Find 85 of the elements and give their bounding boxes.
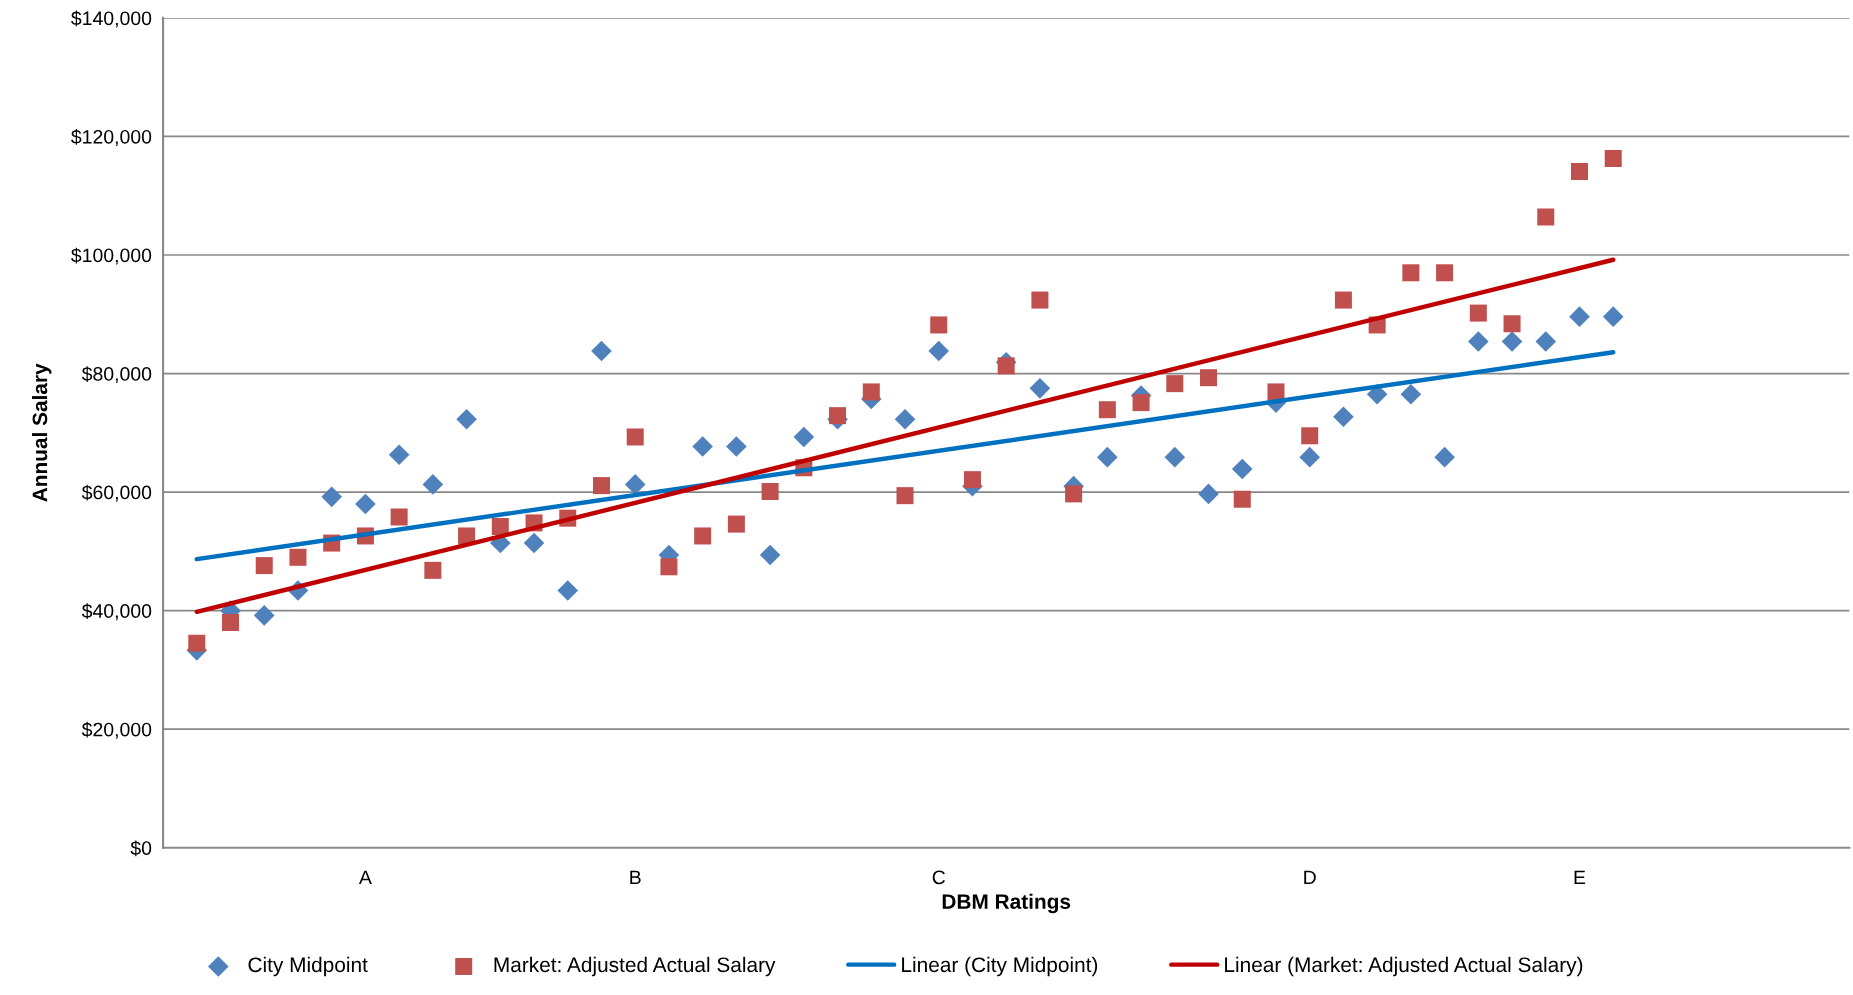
- point: [1602, 306, 1624, 327]
- y-tick-label: $120,000: [71, 129, 152, 146]
- point: [1469, 304, 1487, 322]
- y-tick-label: $100,000: [71, 247, 152, 265]
- x-tick-label: E: [1574, 870, 1586, 885]
- point: [1434, 446, 1455, 468]
- point: [1436, 264, 1454, 282]
- x-axis-title: DBM Ratings: [942, 893, 1071, 914]
- point: [761, 483, 779, 501]
- point: [1535, 331, 1557, 352]
- point: [321, 486, 342, 508]
- point: [930, 316, 948, 334]
- point: [1333, 406, 1354, 428]
- point: [289, 548, 307, 566]
- point: [355, 493, 376, 515]
- legend-label: Linear (City Midpoint): [902, 956, 1098, 977]
- point: [1402, 264, 1420, 282]
- point: [1164, 446, 1186, 468]
- point: [963, 471, 981, 489]
- point: [591, 340, 612, 362]
- point: [1334, 291, 1352, 309]
- point: [726, 436, 747, 457]
- point: [1604, 149, 1622, 167]
- legend-label: Linear (Market: Adjusted Actual Salary): [1225, 956, 1583, 977]
- y-tick-label: $80,000: [81, 366, 152, 384]
- y-tick-label: $60,000: [81, 484, 152, 502]
- point: [1031, 291, 1049, 309]
- legend-label: Market: Adjusted Actual Salary: [494, 956, 776, 977]
- y-tick-label: $40,000: [81, 603, 152, 621]
- point: [1029, 378, 1051, 399]
- point: [894, 408, 916, 430]
- point: [1200, 369, 1218, 387]
- point: [1231, 458, 1253, 480]
- point: [390, 508, 408, 526]
- point: [1400, 384, 1422, 405]
- point: [1267, 383, 1285, 401]
- point: [1065, 485, 1083, 503]
- x-tick-label: B: [630, 870, 641, 885]
- point: [694, 527, 712, 545]
- point: [1097, 446, 1118, 468]
- point: [1233, 490, 1251, 508]
- point: [829, 407, 847, 425]
- point: [422, 474, 444, 495]
- point: [1132, 394, 1150, 412]
- point: [557, 580, 579, 601]
- x-tick-label: D: [1304, 870, 1316, 885]
- point: [388, 444, 410, 466]
- point: [255, 557, 273, 575]
- point: [626, 428, 644, 446]
- y-tick-label: $0: [130, 840, 152, 857]
- y-tick-label: $20,000: [81, 721, 152, 739]
- point: [424, 561, 442, 579]
- point: [491, 517, 509, 535]
- point: [188, 634, 206, 652]
- point: [727, 515, 745, 533]
- point: [759, 544, 781, 566]
- point: [1501, 331, 1523, 352]
- point: [793, 426, 815, 448]
- x-tick-label: C: [932, 870, 946, 885]
- point: [692, 436, 713, 457]
- point: [1299, 446, 1320, 468]
- point: [1503, 315, 1521, 333]
- point: [222, 613, 240, 632]
- point: [1198, 483, 1219, 505]
- point: [592, 477, 610, 495]
- point: [1468, 331, 1489, 352]
- point: [253, 605, 275, 626]
- point: [896, 487, 914, 505]
- point: [624, 474, 646, 495]
- point: [1570, 162, 1589, 180]
- point: [862, 383, 880, 401]
- point: [523, 532, 545, 554]
- legend-label: City Midpoint: [248, 956, 368, 977]
- point: [1098, 401, 1116, 419]
- y-tick-label: $140,000: [71, 10, 152, 28]
- point: [928, 340, 950, 362]
- point: [456, 408, 477, 430]
- point: [1569, 306, 1590, 327]
- point: [1301, 427, 1319, 445]
- point: [1537, 208, 1555, 226]
- x-tick-label: A: [358, 870, 372, 885]
- point: [660, 558, 678, 576]
- point: [1166, 375, 1184, 393]
- y-axis-title: Annual Salary: [32, 363, 52, 502]
- point: [997, 357, 1015, 375]
